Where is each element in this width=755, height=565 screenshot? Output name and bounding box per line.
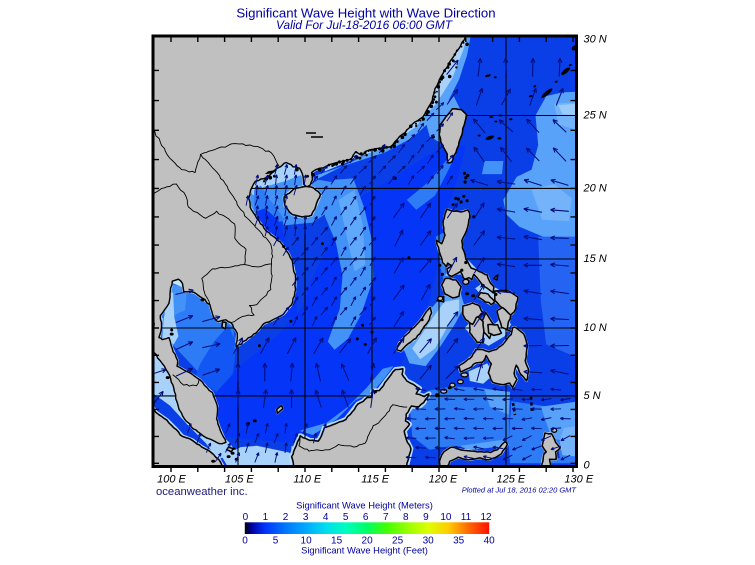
svg-text:6: 6: [363, 512, 369, 523]
svg-text:1: 1: [263, 512, 269, 523]
svg-text:Plotted at Jul 18, 2016 02:20: Plotted at Jul 18, 2016 02:20 GMT: [462, 486, 578, 495]
svg-text:100 E: 100 E: [157, 473, 186, 485]
svg-text:35: 35: [453, 536, 465, 547]
svg-text:10 N: 10 N: [584, 322, 607, 334]
svg-text:10: 10: [440, 512, 452, 523]
svg-text:Significant Wave Height (Meter: Significant Wave Height (Meters): [296, 500, 433, 511]
svg-text:12: 12: [480, 512, 492, 523]
svg-text:40: 40: [484, 536, 496, 547]
svg-text:20 N: 20 N: [583, 182, 607, 194]
svg-text:130 E: 130 E: [564, 473, 593, 485]
svg-text:4: 4: [323, 512, 329, 523]
svg-text:oceanweather inc.: oceanweather inc.: [156, 486, 248, 498]
svg-text:11: 11: [461, 512, 472, 523]
svg-text:3: 3: [303, 512, 309, 523]
svg-text:25 N: 25 N: [583, 110, 607, 122]
svg-text:0: 0: [243, 512, 249, 523]
svg-text:120 E: 120 E: [429, 473, 458, 485]
svg-text:0: 0: [584, 459, 591, 471]
svg-text:8: 8: [403, 512, 409, 523]
svg-text:15: 15: [331, 536, 343, 547]
svg-text:5: 5: [343, 512, 349, 523]
svg-text:115 E: 115 E: [361, 473, 390, 485]
svg-text:105 E: 105 E: [225, 473, 254, 485]
svg-text:9: 9: [423, 512, 429, 523]
svg-text:5 N: 5 N: [584, 390, 601, 402]
svg-text:20: 20: [362, 536, 374, 547]
svg-text:15 N: 15 N: [584, 253, 607, 265]
svg-text:110 E: 110 E: [293, 473, 322, 485]
svg-text:Significant Wave Height with W: Significant Wave Height with Wave Direct…: [236, 6, 495, 21]
svg-text:125 E: 125 E: [497, 473, 526, 485]
svg-text:2: 2: [283, 512, 289, 523]
svg-text:Significant Wave Height (Feet): Significant Wave Height (Feet): [301, 545, 428, 556]
svg-text:0: 0: [242, 536, 248, 547]
svg-text:7: 7: [383, 512, 389, 523]
svg-text:30: 30: [423, 536, 435, 547]
svg-text:5: 5: [273, 536, 279, 547]
svg-text:25: 25: [392, 536, 404, 547]
svg-text:Valid For Jul-18-2016 06:00 GM: Valid For Jul-18-2016 06:00 GMT: [276, 18, 453, 32]
svg-text:30 N: 30 N: [584, 34, 607, 46]
svg-text:10: 10: [301, 536, 313, 547]
